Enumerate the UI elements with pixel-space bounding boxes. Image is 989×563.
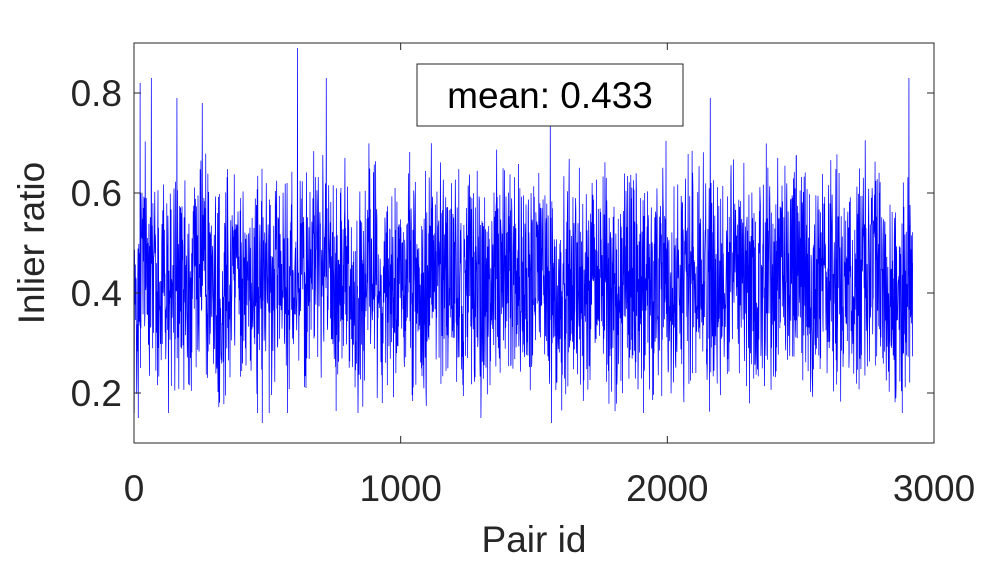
y-tick-label: 0.6 [71, 173, 122, 214]
legend-box: mean: 0.433 [416, 63, 684, 127]
x-tick-label: 2000 [626, 468, 708, 509]
x-tick-label: 0 [124, 468, 145, 509]
mean-annotation: mean: 0.433 [447, 75, 653, 116]
y-axis-label: Inlier ratio [11, 162, 52, 324]
x-tick-label: 3000 [893, 468, 975, 509]
inlier-ratio-series-line [133, 47, 914, 424]
legend-frame [416, 63, 684, 127]
x-axis-label: Pair id [482, 519, 587, 560]
x-tick-label: 1000 [360, 468, 442, 509]
y-tick-label: 0.4 [71, 273, 122, 314]
tick-layer: 0 1000 2000 3000 0.2 0.4 0.6 0.8 [71, 43, 975, 509]
axes-box [133, 42, 935, 444]
series-line-layer [133, 47, 914, 424]
y-tick-label: 0.8 [71, 73, 122, 114]
y-tick-label: 0.2 [71, 373, 122, 414]
